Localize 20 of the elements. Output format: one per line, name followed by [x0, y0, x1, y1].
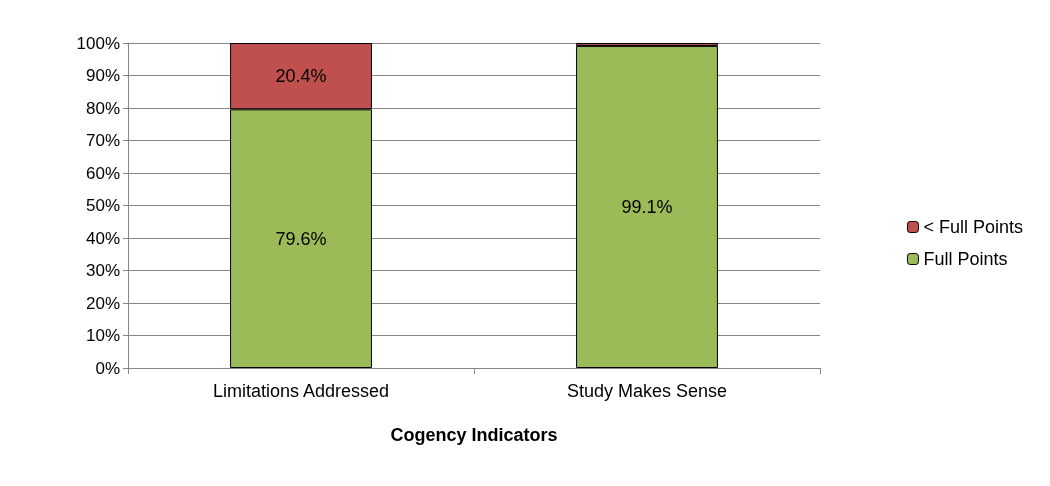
data-label: 99.1% [621, 196, 673, 217]
y-tick-label: 80% [85, 98, 120, 118]
y-tick-label: 20% [85, 293, 120, 313]
data-label: 79.6% [275, 228, 327, 249]
y-tick-label: 100% [76, 33, 120, 53]
x-axis-title: Cogency Indicators [390, 425, 558, 445]
x-tick-label: Study Makes Sense [566, 381, 728, 401]
y-tick-label: 50% [85, 196, 120, 215]
data-label: 20.4% [275, 66, 327, 87]
x-tick-label: Limitations Addressed [212, 381, 390, 401]
bar [576, 45, 718, 368]
y-tick-label: 60% [85, 163, 120, 183]
y-tick-label: 90% [85, 66, 120, 85]
legend-label: Full Points [923, 249, 1008, 269]
y-tick-label: 0% [95, 358, 120, 378]
y-tick-label: 40% [85, 228, 120, 248]
legend-label: < Full Points [923, 217, 1023, 237]
y-tick-label: 10% [85, 326, 120, 345]
y-tick-label: 30% [85, 261, 120, 280]
y-tick-label: 70% [85, 131, 120, 150]
